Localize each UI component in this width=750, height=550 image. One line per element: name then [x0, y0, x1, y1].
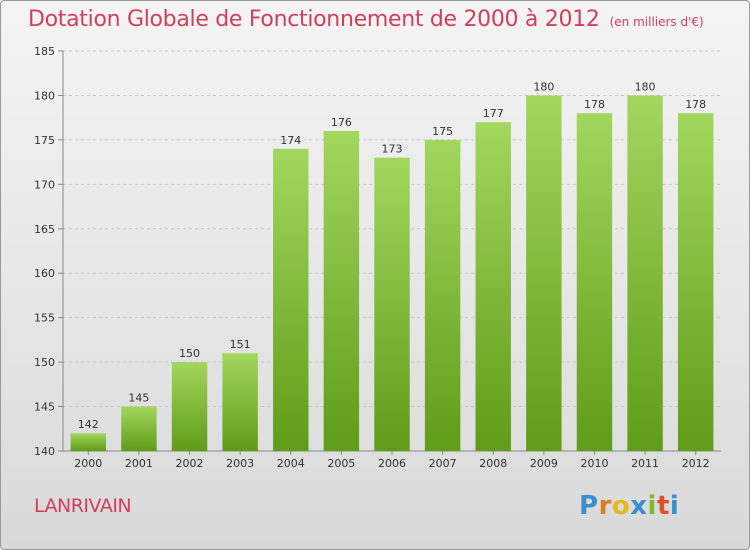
bar [323, 131, 360, 451]
logo-letter: i [647, 491, 657, 521]
x-tick-label: 2008 [479, 457, 507, 470]
bar-value-label: 178 [685, 98, 706, 111]
bar-value-label: 173 [382, 143, 403, 156]
x-tick-label: 2002 [176, 457, 204, 470]
x-tick-label: 2009 [530, 457, 558, 470]
proxiti-logo: Proxiti [579, 491, 679, 521]
x-tick-label: 2012 [682, 457, 710, 470]
logo-letter: x [630, 491, 648, 521]
bar-value-label: 180 [635, 80, 656, 93]
logo-letter: P [579, 491, 599, 521]
bar [627, 95, 663, 451]
y-tick-label: 170 [34, 178, 55, 191]
x-tick-label: 2010 [580, 457, 608, 470]
bar-value-label: 175 [432, 125, 453, 138]
y-tick-label: 150 [34, 356, 55, 369]
bar [70, 433, 107, 451]
y-tick-label: 145 [34, 401, 55, 414]
logo-letter: i [669, 491, 680, 521]
bar [475, 122, 511, 451]
x-tick-label: 2001 [125, 457, 153, 470]
y-tick-label: 180 [34, 89, 55, 102]
x-tick-label: 2003 [226, 457, 254, 470]
x-tick-label: 2006 [378, 457, 406, 470]
commune-name: LANRIVAIN [34, 495, 132, 517]
logo-letter: o [611, 491, 631, 521]
bar-value-label: 174 [280, 134, 301, 147]
y-tick-label: 165 [34, 223, 55, 236]
bar [677, 113, 714, 451]
x-tick-label: 2004 [277, 457, 305, 470]
bar [374, 157, 410, 451]
y-tick-label: 160 [34, 267, 55, 280]
logo-letter: r [598, 491, 612, 521]
bar [222, 353, 258, 451]
bar [171, 362, 208, 451]
x-tick-label: 2000 [74, 457, 102, 470]
bar [273, 148, 309, 451]
bar-value-label: 180 [533, 80, 554, 93]
bar-value-label: 178 [584, 98, 605, 111]
x-tick-label: 2011 [631, 457, 659, 470]
x-tick-label: 2005 [327, 457, 355, 470]
chart-title: Dotation Globale de Fonctionnement de 20… [28, 7, 704, 32]
bar-value-label: 145 [128, 392, 149, 405]
bar-value-label: 177 [483, 107, 504, 120]
bar-value-label: 142 [78, 418, 99, 431]
bar [121, 406, 157, 451]
chart-unit: (en milliers d'€) [609, 15, 704, 29]
bar [424, 139, 461, 451]
y-tick-label: 155 [34, 312, 55, 325]
bar [526, 95, 562, 451]
y-tick-label: 140 [34, 445, 55, 458]
y-tick-label: 175 [34, 134, 55, 147]
x-tick-label: 2007 [429, 457, 457, 470]
chart-title-text: Dotation Globale de Fonctionnement de 20… [28, 7, 600, 32]
bar [576, 113, 613, 451]
bar-value-label: 150 [179, 347, 200, 360]
bar-value-label: 176 [331, 116, 352, 129]
y-tick-label: 185 [34, 45, 55, 58]
logo-letter: t [656, 491, 670, 521]
bar-value-label: 151 [230, 338, 251, 351]
